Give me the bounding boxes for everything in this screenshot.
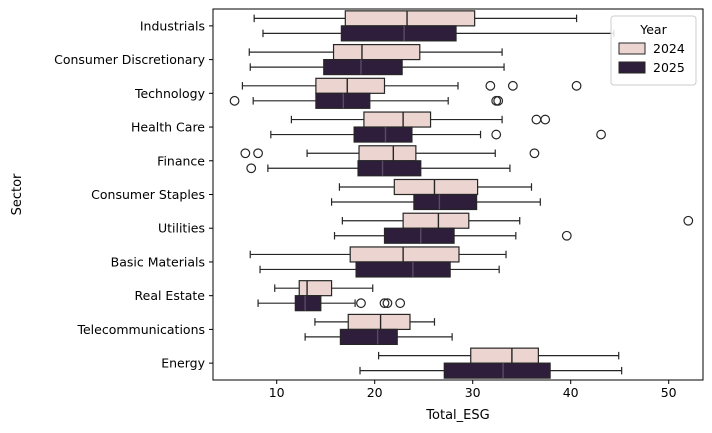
box-2025-3 [270,126,606,143]
outlier-point [382,298,393,309]
box-iqr [383,227,455,244]
outlier-point [491,95,502,106]
outlier-point [540,114,551,125]
plot-area [229,10,694,379]
box-2025-1 [249,58,505,76]
box-iqr [353,126,413,143]
box-2025-5 [330,193,541,211]
outlier-point [561,230,572,241]
outlier-point [529,148,540,159]
box-2025-6 [333,227,572,244]
y-tick-label: Energy [161,356,205,371]
x-tick-label: 30 [465,385,481,400]
box-2024-7 [249,246,507,263]
x-tick-label: 20 [367,385,383,400]
y-axis-title: Sector [10,173,25,215]
box-2025-7 [259,261,500,278]
legend-title: Year [639,22,667,37]
box-2024-2 [241,77,582,94]
box-2024-4 [240,145,540,162]
box-2025-10 [359,362,623,379]
box-iqr [393,178,479,196]
box-iqr [470,347,539,364]
outlier-point [240,148,251,159]
box-iqr [294,295,322,312]
outlier-point [531,114,542,125]
box-iqr [443,362,551,379]
box-iqr [358,145,417,162]
box-iqr [413,193,478,211]
box-2025-4 [246,160,511,177]
x-tick-label: 50 [661,385,677,400]
box-2025-0 [262,25,615,42]
legend-label-2025: 2025 [653,60,685,75]
box-iqr [344,10,476,27]
outlier-point [253,148,263,159]
outlier-point [683,215,694,226]
outlier-point [229,95,240,106]
box-iqr [349,246,460,263]
box-2024-5 [338,178,533,196]
box-iqr [363,111,432,128]
outlier-point [246,163,257,174]
y-tick-label: Telecommunications [76,322,205,337]
box-iqr [315,77,386,94]
box-iqr [347,313,411,331]
x-axis-title: Total_ESG [425,408,489,423]
y-tick-label: Consumer Staples [91,187,205,202]
box-2024-10 [378,347,620,364]
box-2024-0 [253,10,578,27]
y-tick-label: Health Care [131,120,205,135]
box-2024-1 [248,43,503,61]
y-tick-label: Consumer Discretionary [54,52,205,67]
box-2024-8 [274,280,374,297]
box-2025-2 [229,92,504,109]
outlier-point [485,80,496,91]
legend-swatch-2024 [618,42,646,55]
box-iqr [339,328,398,346]
box-2025-8 [257,295,406,312]
y-tick-label: Utilities [158,221,205,236]
outlier-point [491,129,502,140]
outlier-point [395,298,406,309]
box-2025-9 [304,328,453,346]
box-iqr [402,212,470,229]
series-2025 [229,25,623,379]
y-tick-label: Industrials [140,18,205,33]
legend-label-2024: 2024 [653,41,685,56]
y-tick-label: Basic Materials [111,254,205,269]
outlier-point [507,80,518,91]
box-2024-9 [314,313,436,331]
outlier-point [596,129,606,140]
y-tick-label: Real Estate [135,288,206,303]
legend: Year 2024 2025 [610,15,697,86]
box-iqr [332,43,421,61]
box-iqr [323,58,403,76]
box-2024-6 [341,212,694,229]
box-iqr [355,261,451,278]
outlier-point [571,80,582,91]
box-2024-3 [290,111,551,128]
box-iqr [357,160,422,177]
box-iqr [340,25,457,42]
y-tick-label: Finance [157,153,205,168]
x-tick-label: 10 [269,385,285,400]
axes: 10 20 30 40 50 Industrials Consumer Discretion… [54,8,704,400]
y-tick-label: Technology [134,86,206,101]
x-tick-label: 40 [563,385,579,400]
legend-swatch-2025 [618,61,646,74]
outlier-point [356,298,366,309]
box-iqr [298,280,333,297]
outlier-point [379,298,390,309]
outlier-point [493,95,504,106]
